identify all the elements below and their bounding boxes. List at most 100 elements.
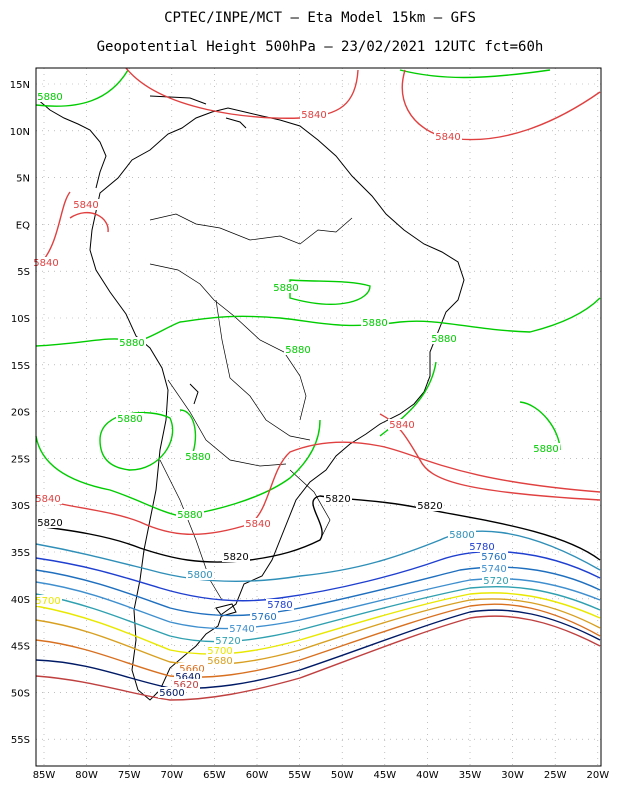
contour-label-bg xyxy=(228,623,256,634)
contour-5880 xyxy=(289,279,371,305)
central-america-coast xyxy=(35,97,107,189)
lat-tick-label: 35S xyxy=(11,548,30,559)
contour-label-bg xyxy=(72,199,100,210)
contour-label-bg xyxy=(266,599,294,610)
contour-label: 5880 xyxy=(431,334,456,345)
contour-label: 5840 xyxy=(33,258,58,269)
lake-titicaca xyxy=(189,383,199,405)
contour-5880 xyxy=(35,419,321,517)
contour-label: 5880 xyxy=(273,283,298,294)
contour-label-bg xyxy=(222,551,250,562)
contour-label: 5880 xyxy=(285,345,310,356)
contour-label-bg xyxy=(272,282,300,293)
lon-tick-label: 65W xyxy=(203,770,226,781)
south-america-coast xyxy=(89,107,465,701)
contour-label-bg xyxy=(214,635,242,646)
contour-label-bg xyxy=(34,493,62,504)
contour-label-bg xyxy=(324,493,352,504)
contour-label: 5720 xyxy=(215,636,240,647)
contour-label-bg xyxy=(300,109,328,120)
contour-label-bg xyxy=(284,344,312,355)
contour-label-bg xyxy=(206,645,234,656)
lon-tick-label: 40W xyxy=(416,770,439,781)
contour-label: 5800 xyxy=(187,570,212,581)
contour-label: 5840 xyxy=(435,132,460,143)
contour-label-bg xyxy=(482,575,510,586)
lat-tick-label: 25S xyxy=(11,454,30,465)
contour-label: 5620 xyxy=(173,680,198,691)
lat-tick-label: 10S xyxy=(11,314,30,325)
contour-5680 xyxy=(35,598,601,666)
coastlines xyxy=(35,95,465,701)
contour-label-bg xyxy=(172,679,200,690)
contour-label: 5700 xyxy=(207,646,232,657)
lon-tick-label: 75W xyxy=(118,770,141,781)
contour-5880 xyxy=(379,361,437,437)
caribbean-island xyxy=(149,95,207,105)
lat-tick-label: 40S xyxy=(11,595,30,606)
caribbean-island xyxy=(225,117,247,129)
contour-5800 xyxy=(35,530,601,583)
lon-tick-label: 45W xyxy=(373,770,396,781)
map-frame xyxy=(35,67,602,767)
lon-tick-label: 70W xyxy=(160,770,183,781)
lat-tick-label: 20S xyxy=(11,408,30,419)
contour-label-bg xyxy=(468,541,496,552)
contour-label-bg xyxy=(32,257,60,268)
contour-5620 xyxy=(35,615,601,701)
contour-label: 5880 xyxy=(177,510,202,521)
contour-label: 5600 xyxy=(159,688,184,699)
contour-label: 5880 xyxy=(533,444,558,455)
map-subtitle: Geopotential Height 500hPa – 23/02/2021 … xyxy=(97,39,544,55)
contour-5720 xyxy=(35,585,601,643)
lat-lon-grid xyxy=(36,68,601,766)
contour-label: 5820 xyxy=(325,494,350,505)
contour-label: 5880 xyxy=(362,318,387,329)
contour-label: 5880 xyxy=(119,338,144,349)
contour-label: 5780 xyxy=(469,542,494,553)
contour-label-bg xyxy=(480,551,508,562)
contour-label: 5640 xyxy=(175,672,200,683)
contour-label: 5880 xyxy=(117,414,142,425)
lon-tick-label: 25W xyxy=(544,770,567,781)
axis-ticks: 15N10N5NEQ5S10S15S20S25S30S35S40S45S50S5… xyxy=(10,80,609,781)
contour-label-bg xyxy=(416,500,444,511)
contour-5820 xyxy=(35,495,601,563)
contour-label-bg xyxy=(34,595,62,606)
contour-5700 xyxy=(35,592,601,655)
contour-label: 5660 xyxy=(179,664,204,675)
contour-label-bg xyxy=(174,671,202,682)
contour-label: 5720 xyxy=(483,576,508,587)
contour-label: 5740 xyxy=(481,564,506,575)
contour-label: 5760 xyxy=(481,552,506,563)
contour-5840 xyxy=(41,191,109,263)
country-borders xyxy=(149,213,353,601)
lon-tick-label: 55W xyxy=(288,770,311,781)
contour-label: 5820 xyxy=(417,501,442,512)
contour-label-bg xyxy=(206,655,234,666)
contour-5840 xyxy=(125,67,601,141)
contour-label-bg xyxy=(244,518,272,529)
contour-labels: 5880 5840 5840 5840 5840 5880 5880 5880 5880 5880… xyxy=(32,91,560,699)
contour-label-bg xyxy=(434,131,462,142)
contour-5660 xyxy=(35,603,601,678)
lat-tick-label: 30S xyxy=(11,501,30,512)
contour-5880 xyxy=(519,401,561,451)
contour-label-bg xyxy=(36,91,64,102)
lon-tick-label: 30W xyxy=(501,770,524,781)
contour-5880 xyxy=(35,69,551,107)
falkland-islands xyxy=(215,603,237,617)
contour-label-bg xyxy=(178,663,206,674)
contour-label-bg xyxy=(184,451,212,462)
lat-tick-label: 45S xyxy=(11,642,30,653)
contour-label: 5740 xyxy=(229,624,254,635)
contour-label-bg xyxy=(532,443,560,454)
contour-label: 5680 xyxy=(207,656,232,667)
lon-tick-label: 35W xyxy=(459,770,482,781)
contour-label-bg xyxy=(186,569,214,580)
lat-tick-label: 5N xyxy=(16,174,30,185)
contour-5640 xyxy=(35,609,601,690)
contour-label: 5840 xyxy=(389,420,414,431)
contour-label-bg xyxy=(250,611,278,622)
